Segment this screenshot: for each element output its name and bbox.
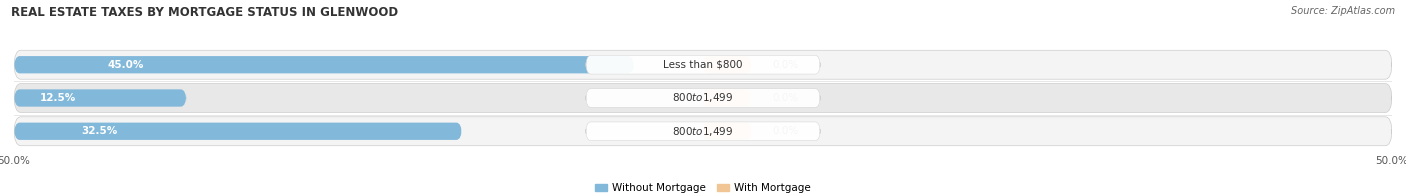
FancyBboxPatch shape [14,56,634,73]
Text: 0.0%: 0.0% [772,60,799,70]
FancyBboxPatch shape [14,123,461,140]
FancyBboxPatch shape [586,89,820,107]
FancyBboxPatch shape [703,56,751,73]
Legend: Without Mortgage, With Mortgage: Without Mortgage, With Mortgage [591,179,815,196]
Text: Source: ZipAtlas.com: Source: ZipAtlas.com [1291,6,1395,16]
FancyBboxPatch shape [14,50,1392,79]
Text: Less than $800: Less than $800 [664,60,742,70]
Text: 45.0%: 45.0% [107,60,143,70]
Text: REAL ESTATE TAXES BY MORTGAGE STATUS IN GLENWOOD: REAL ESTATE TAXES BY MORTGAGE STATUS IN … [11,6,398,19]
FancyBboxPatch shape [14,89,186,107]
FancyBboxPatch shape [703,123,751,140]
FancyBboxPatch shape [14,117,1392,146]
FancyBboxPatch shape [14,83,1392,113]
Text: $800 to $1,499: $800 to $1,499 [672,125,734,138]
FancyBboxPatch shape [586,55,820,74]
FancyBboxPatch shape [586,122,820,141]
FancyBboxPatch shape [703,89,751,107]
Text: $800 to $1,499: $800 to $1,499 [672,92,734,104]
Text: 0.0%: 0.0% [772,126,799,136]
Text: 0.0%: 0.0% [772,93,799,103]
Text: 12.5%: 12.5% [39,93,76,103]
Text: 32.5%: 32.5% [82,126,118,136]
